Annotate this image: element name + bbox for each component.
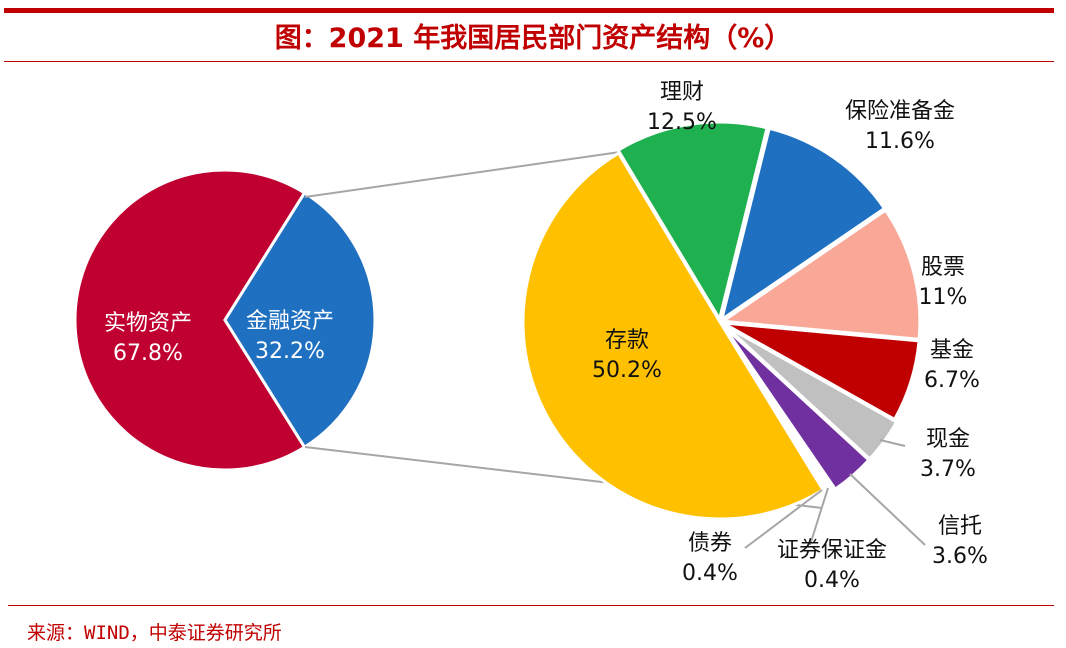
- source-note: 来源：WIND，中泰证券研究所: [27, 622, 282, 644]
- slice-理财: [616, 120, 769, 323]
- slice-金融资产: [223, 190, 377, 450]
- label-存款: 存款 50.2%: [592, 328, 662, 383]
- label-金融资产: 金融资产 32.2%: [245, 309, 335, 364]
- label-保险准备金: 保险准备金 11.6%: [844, 99, 956, 154]
- label-债券: 债券 0.4%: [682, 531, 738, 586]
- connector-line-top: [304, 151, 621, 198]
- label-股票: 股票 11%: [918, 255, 968, 310]
- label-实物资产: 实物资产 67.8%: [103, 311, 193, 366]
- slice-存款: [521, 151, 826, 521]
- source-divider: [8, 605, 1054, 606]
- slice-保险准备金: [719, 126, 887, 323]
- leader-信托: [849, 473, 926, 546]
- label-证券保证金: 证券保证金 0.4%: [776, 538, 888, 593]
- leader-债券: [744, 489, 823, 549]
- title-divider: [4, 61, 1054, 62]
- top-bar: [4, 8, 1054, 13]
- slice-股票: [718, 208, 922, 341]
- label-现金: 现金 3.7%: [920, 427, 976, 482]
- label-信托: 信托 3.6%: [932, 514, 988, 569]
- label-理财: 理财 12.5%: [647, 80, 717, 135]
- leader-证券保证金: [809, 487, 829, 546]
- slice-实物资产: [73, 168, 307, 472]
- chart-title: 图：2021 年我国居民部门资产结构（%）: [274, 23, 792, 54]
- leader-现金: [879, 439, 906, 447]
- label-基金: 基金 6.7%: [924, 338, 980, 393]
